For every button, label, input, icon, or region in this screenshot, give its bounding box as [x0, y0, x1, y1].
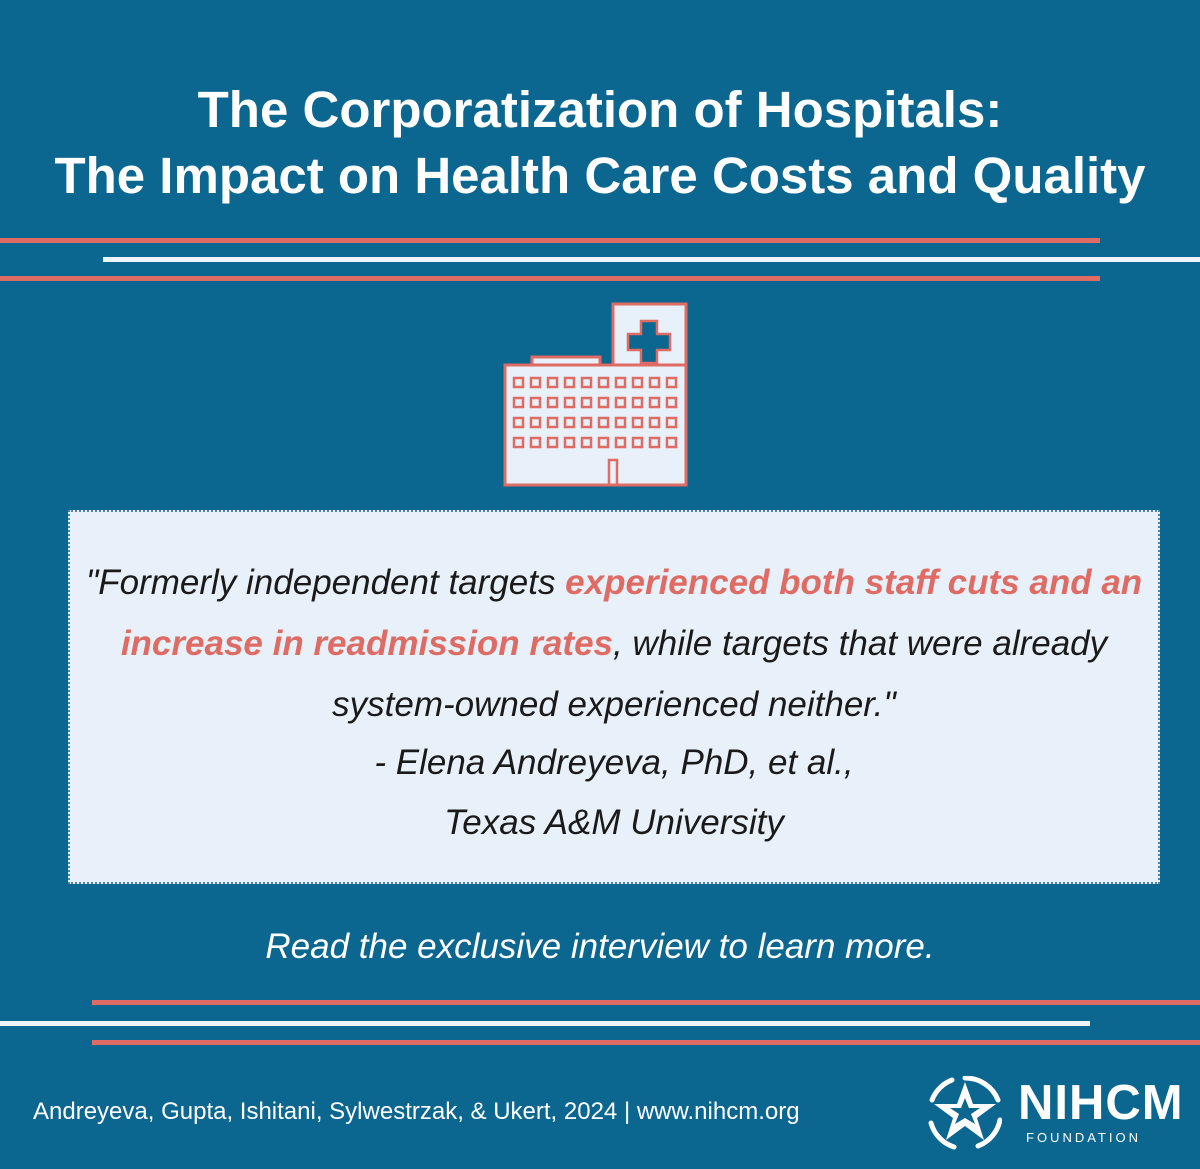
hospital-window [563, 376, 576, 389]
hospital-window [512, 376, 525, 389]
footer-citation: Andreyeva, Gupta, Ishitani, Sylwestrzak,… [33, 1098, 800, 1125]
hospital-window [631, 396, 644, 409]
hospital-window [512, 416, 525, 429]
hospital-icon [503, 302, 688, 487]
hospital-window [648, 396, 661, 409]
hospital-window [529, 376, 542, 389]
hospital-window [665, 376, 678, 389]
hospital-window [614, 376, 627, 389]
hospital-window [665, 436, 678, 449]
bottom-divider-red-2 [92, 1040, 1200, 1045]
hospital-window [580, 396, 593, 409]
hospital-window [665, 396, 678, 409]
hospital-window [546, 436, 559, 449]
hospital-window [614, 436, 627, 449]
brand-name: NIHCM [1018, 1076, 1184, 1130]
hospital-window [563, 396, 576, 409]
hospital-window [546, 376, 559, 389]
hospital-window [631, 416, 644, 429]
quote-attribution-affiliation: Texas A&M University [444, 803, 784, 842]
bottom-divider-red-1 [92, 1000, 1200, 1005]
hospital-window [614, 396, 627, 409]
hospital-window [614, 416, 627, 429]
hospital-window [546, 416, 559, 429]
hospital-window [597, 396, 610, 409]
hospital-window [580, 376, 593, 389]
top-divider-red-1 [0, 238, 1100, 243]
quote-attribution-author: - Elena Andreyeva, PhD, et al., [374, 743, 854, 782]
hospital-window [580, 416, 593, 429]
hospital-window [529, 416, 542, 429]
quote-text-before: "Formerly independent targets [85, 563, 566, 602]
hospital-window [597, 416, 610, 429]
hospital-window [597, 436, 610, 449]
hospital-window [546, 396, 559, 409]
bottom-divider-white [0, 1021, 1090, 1026]
hospital-window [665, 416, 678, 429]
hospital-window [529, 396, 542, 409]
hospital-window [648, 376, 661, 389]
quote-text: "Formerly independent targets experience… [70, 552, 1158, 735]
quote-box: "Formerly independent targets experience… [68, 510, 1160, 884]
hospital-window [563, 416, 576, 429]
nihcm-star-logo-icon [928, 1076, 1002, 1150]
page-title-line-2: The Impact on Health Care Costs and Qual… [54, 147, 1146, 204]
brand-subtitle: FOUNDATION [1026, 1130, 1141, 1145]
hospital-window [529, 436, 542, 449]
page-title-line-1: The Corporatization of Hospitals: [197, 81, 1003, 138]
hospital-window [512, 436, 525, 449]
hospital-window [563, 436, 576, 449]
quote-text-after: , while targets that were already system… [332, 624, 1108, 724]
hospital-window [580, 436, 593, 449]
quote-highlight: experienced both staff cuts and an incre… [120, 563, 1143, 663]
top-divider-white [103, 257, 1200, 262]
call-to-action: Read the exclusive interview to learn mo… [265, 927, 935, 966]
hospital-window [512, 396, 525, 409]
hospital-window [597, 376, 610, 389]
hospital-window [648, 416, 661, 429]
hospital-window [631, 436, 644, 449]
hospital-window [631, 376, 644, 389]
top-divider-red-2 [0, 276, 1100, 281]
hospital-window [648, 436, 661, 449]
